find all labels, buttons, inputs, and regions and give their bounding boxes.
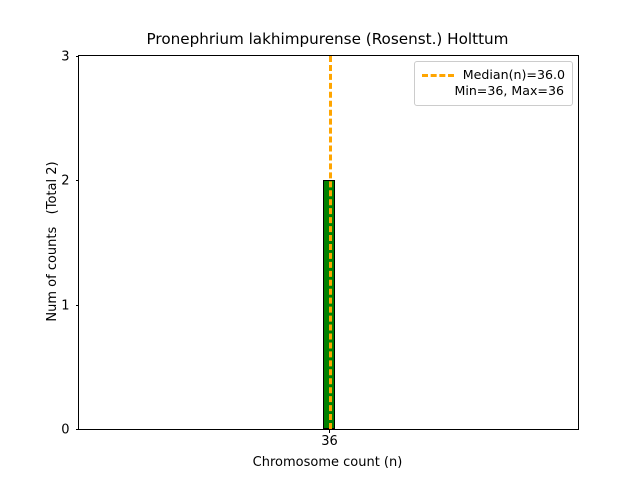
legend-label-minmax: Min=36, Max=36 <box>454 83 564 98</box>
legend-entry-median: Median(n)=36.0 <box>421 67 565 83</box>
ytick-2: 2 <box>61 175 79 188</box>
ytick-label-1: 1 <box>61 298 70 314</box>
ytick-label-0: 0 <box>61 422 70 438</box>
dashed-line-icon <box>421 73 454 77</box>
xtick-label-36: 36 <box>321 434 338 449</box>
plot-axes: 0 1 2 3 36 Median(n)=36.0 Min=36, Max=36 <box>61 51 579 449</box>
plot-area <box>79 56 578 429</box>
ytick-1: 1 <box>61 299 79 312</box>
xtick-36: 36 <box>321 429 338 449</box>
y-axis-label: Num of counts (Total 2) <box>44 161 60 322</box>
chart-legend: Median(n)=36.0 Min=36, Max=36 <box>413 61 573 106</box>
ytick-3: 3 <box>61 51 79 64</box>
x-axis-label: Chromosome count (n) <box>252 455 403 470</box>
ytick-label-3: 3 <box>61 49 70 65</box>
chart-title: Pronephrium lakhimpurense (Rosenst.) Hol… <box>146 30 509 48</box>
ytick-label-2: 2 <box>61 173 70 189</box>
legend-entry-minmax: Min=36, Max=36 <box>454 83 565 99</box>
median-line <box>328 56 332 429</box>
ytick-0: 0 <box>61 424 79 437</box>
legend-label-median: Median(n)=36.0 <box>462 67 565 82</box>
